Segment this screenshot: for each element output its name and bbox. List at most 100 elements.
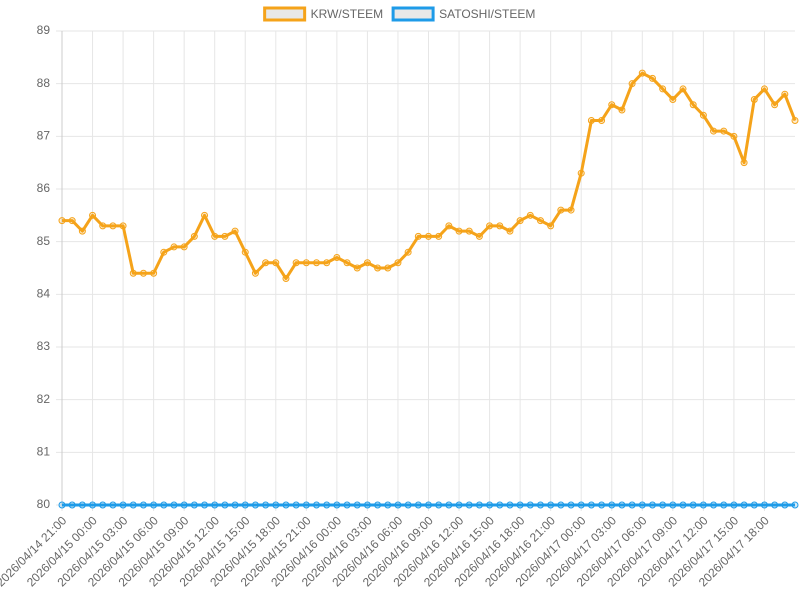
data-point	[394, 501, 402, 509]
data-point	[129, 501, 137, 509]
data-point	[516, 217, 524, 225]
data-point	[750, 95, 758, 103]
data-point	[781, 501, 789, 509]
legend-label: KRW/STEEM	[311, 7, 383, 21]
data-point	[139, 501, 147, 509]
data-point	[272, 259, 280, 267]
data-point	[170, 243, 178, 251]
data-point	[526, 501, 534, 509]
y-tick-label: 87	[37, 129, 51, 143]
data-point	[333, 253, 341, 261]
data-point	[669, 95, 677, 103]
data-point	[598, 117, 606, 125]
data-point	[89, 501, 97, 509]
data-point	[567, 206, 575, 214]
data-point	[68, 217, 76, 225]
data-point	[160, 248, 168, 256]
data-point	[781, 90, 789, 98]
data-point	[465, 501, 473, 509]
data-point	[78, 501, 86, 509]
y-tick-label: 82	[37, 392, 51, 406]
data-point	[404, 501, 412, 509]
data-point	[384, 501, 392, 509]
legend-label: SATOSHI/STEEM	[439, 7, 535, 21]
data-point	[343, 501, 351, 509]
data-point	[587, 117, 595, 125]
data-point	[608, 101, 616, 109]
data-point	[496, 501, 504, 509]
data-point	[577, 501, 585, 509]
data-point	[190, 501, 198, 509]
data-point	[394, 259, 402, 267]
data-point	[445, 222, 453, 230]
data-point	[129, 269, 137, 277]
data-point	[455, 227, 463, 235]
data-point	[791, 117, 799, 125]
data-point	[435, 501, 443, 509]
y-tick-label: 85	[37, 234, 51, 248]
data-point	[628, 501, 636, 509]
data-point	[689, 101, 697, 109]
data-point	[201, 501, 209, 509]
data-point	[231, 227, 239, 235]
data-point	[333, 501, 341, 509]
y-tick-label: 89	[37, 23, 51, 37]
data-point	[99, 501, 107, 509]
data-point	[119, 501, 127, 509]
data-point	[689, 501, 697, 509]
data-point	[567, 501, 575, 509]
data-point	[180, 243, 188, 251]
data-point	[699, 501, 707, 509]
data-point	[577, 169, 585, 177]
data-point	[760, 85, 768, 93]
data-point	[58, 501, 66, 509]
data-point	[150, 269, 158, 277]
data-point	[353, 264, 361, 272]
data-point	[302, 259, 310, 267]
data-point	[760, 501, 768, 509]
data-point	[119, 222, 127, 230]
data-point	[272, 501, 280, 509]
legend: KRW/STEEM SATOSHI/STEEM	[263, 6, 535, 22]
data-point	[99, 222, 107, 230]
data-point	[740, 159, 748, 167]
data-point	[292, 259, 300, 267]
data-point	[710, 127, 718, 135]
data-point	[506, 227, 514, 235]
data-point	[740, 501, 748, 509]
data-point	[475, 501, 483, 509]
data-point	[587, 501, 595, 509]
data-point	[282, 501, 290, 509]
data-point	[475, 232, 483, 240]
data-point	[251, 269, 259, 277]
data-point	[771, 501, 779, 509]
data-point	[710, 501, 718, 509]
legend-swatch	[391, 6, 435, 22]
data-point	[58, 217, 66, 225]
data-point	[638, 501, 646, 509]
data-point	[648, 74, 656, 82]
data-point	[516, 501, 524, 509]
y-tick-label: 80	[37, 497, 51, 511]
data-point	[313, 501, 321, 509]
data-point	[536, 501, 544, 509]
data-point	[628, 80, 636, 88]
data-point	[160, 501, 168, 509]
data-point	[292, 501, 300, 509]
data-point	[404, 248, 412, 256]
data-point	[323, 501, 331, 509]
data-point	[190, 232, 198, 240]
data-point	[679, 501, 687, 509]
data-point	[699, 111, 707, 119]
data-point	[486, 222, 494, 230]
data-point	[638, 69, 646, 77]
data-point	[659, 85, 667, 93]
data-point	[221, 232, 229, 240]
data-point	[648, 501, 656, 509]
data-point	[506, 501, 514, 509]
y-tick-label: 86	[37, 181, 51, 195]
data-point	[598, 501, 606, 509]
data-point	[262, 259, 270, 267]
data-point	[496, 222, 504, 230]
